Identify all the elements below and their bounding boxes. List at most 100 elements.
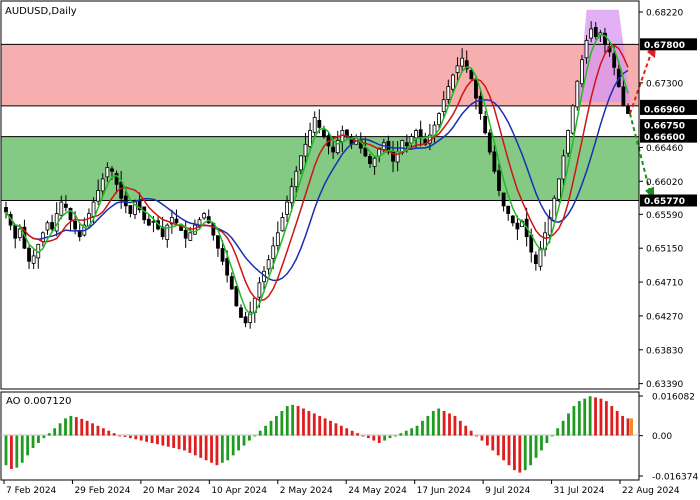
candle-body	[248, 311, 253, 323]
candle-body	[478, 95, 483, 114]
ao-bar	[534, 435, 538, 458]
ao-bar	[47, 433, 51, 436]
ao-bar	[475, 435, 478, 437]
ao-bar	[258, 430, 262, 436]
candle-body	[451, 74, 455, 90]
ao-bar	[491, 435, 495, 451]
ao-bar	[107, 430, 111, 436]
ao-bar	[518, 435, 522, 473]
price-box-label: 0.66960	[644, 105, 685, 115]
ao-bar	[372, 435, 376, 441]
candle-body	[501, 192, 506, 207]
candle-body	[105, 167, 110, 178]
candle-body	[275, 232, 280, 247]
ao-bar	[247, 435, 251, 441]
ao-bar	[431, 410, 435, 436]
ao-bar	[572, 406, 576, 436]
candle-body	[45, 222, 50, 231]
ao-bar	[513, 435, 516, 471]
ao-bar	[237, 435, 240, 451]
ao-bars	[4, 396, 633, 473]
ao-bar	[594, 397, 597, 436]
ao-bar	[129, 435, 132, 439]
ao-bar	[253, 435, 257, 437]
ao-bar	[312, 413, 316, 436]
moving-average-blue	[5, 69, 629, 282]
candle-body	[193, 224, 197, 235]
ao-bar	[80, 418, 84, 436]
ao-bar	[58, 423, 62, 436]
candle-body	[331, 146, 336, 153]
ao-bar	[388, 435, 392, 439]
time-tick-label: 9 Jul 2024	[485, 486, 530, 496]
price-box	[640, 102, 697, 115]
ao-bar	[334, 423, 338, 436]
ao-bar	[345, 428, 349, 436]
ao-bar	[156, 435, 159, 445]
ao-bar	[394, 435, 397, 437]
candle-body	[123, 195, 128, 207]
candle-body	[363, 147, 368, 157]
candle-body	[487, 132, 492, 153]
ao-bar-projection	[630, 418, 633, 436]
candle-body	[580, 59, 584, 85]
candle-body	[266, 259, 271, 270]
ao-bar	[31, 435, 35, 448]
candle-body	[603, 32, 607, 45]
ao-bar	[485, 435, 489, 446]
candle-body	[506, 205, 511, 214]
ao-bar	[458, 420, 462, 436]
ao-bar	[561, 420, 565, 436]
candle-body	[497, 170, 501, 191]
candle-body	[68, 207, 73, 221]
ao-bar	[96, 425, 100, 436]
candle-body	[368, 156, 372, 164]
candle-body	[229, 276, 234, 290]
ao-bar	[318, 415, 322, 436]
ao-bar	[523, 435, 527, 471]
ao-bar	[577, 401, 581, 436]
time-tick-label: 31 Jul 2024	[554, 486, 605, 496]
moving-average-red	[5, 44, 629, 302]
ao-bar	[502, 435, 505, 461]
candle-body	[137, 200, 142, 211]
ao-bar	[583, 398, 587, 436]
ao-bar	[172, 435, 176, 448]
candle-body	[234, 286, 239, 307]
ao-bar	[85, 420, 89, 436]
candle-body	[492, 151, 497, 172]
candle-body	[538, 247, 543, 267]
ao-bar	[188, 435, 192, 453]
candle-body	[308, 130, 312, 147]
ao-bar	[4, 435, 8, 466]
ao-bar	[426, 415, 430, 436]
candle-body	[312, 117, 317, 133]
ao-bar	[42, 435, 46, 439]
candle-body	[225, 258, 230, 276]
ao-bar	[285, 406, 289, 436]
ao-bar	[383, 435, 387, 441]
candle-body	[285, 201, 289, 215]
ao-bar	[442, 410, 446, 436]
ao-bar	[231, 435, 235, 456]
candle-body	[556, 178, 561, 200]
candle-body	[151, 220, 156, 223]
ao-bar	[621, 415, 624, 436]
ao-bar	[496, 435, 500, 456]
candle-body	[142, 206, 147, 221]
ao-bar	[604, 401, 608, 436]
candle-body	[280, 217, 285, 232]
candle-body	[446, 86, 451, 100]
ao-bar	[356, 433, 359, 436]
ao-bar	[404, 430, 408, 436]
ao-bar	[193, 435, 197, 456]
candle-body	[40, 232, 45, 242]
ao-bar	[26, 435, 30, 456]
price-labels: 0.678000.670000.669600.667500.666000.657…	[640, 38, 697, 207]
ao-bar	[220, 435, 224, 463]
ao-bar	[161, 435, 165, 446]
ao-bar	[118, 435, 121, 437]
ao-bar	[226, 435, 230, 461]
ao-bar	[15, 435, 19, 468]
